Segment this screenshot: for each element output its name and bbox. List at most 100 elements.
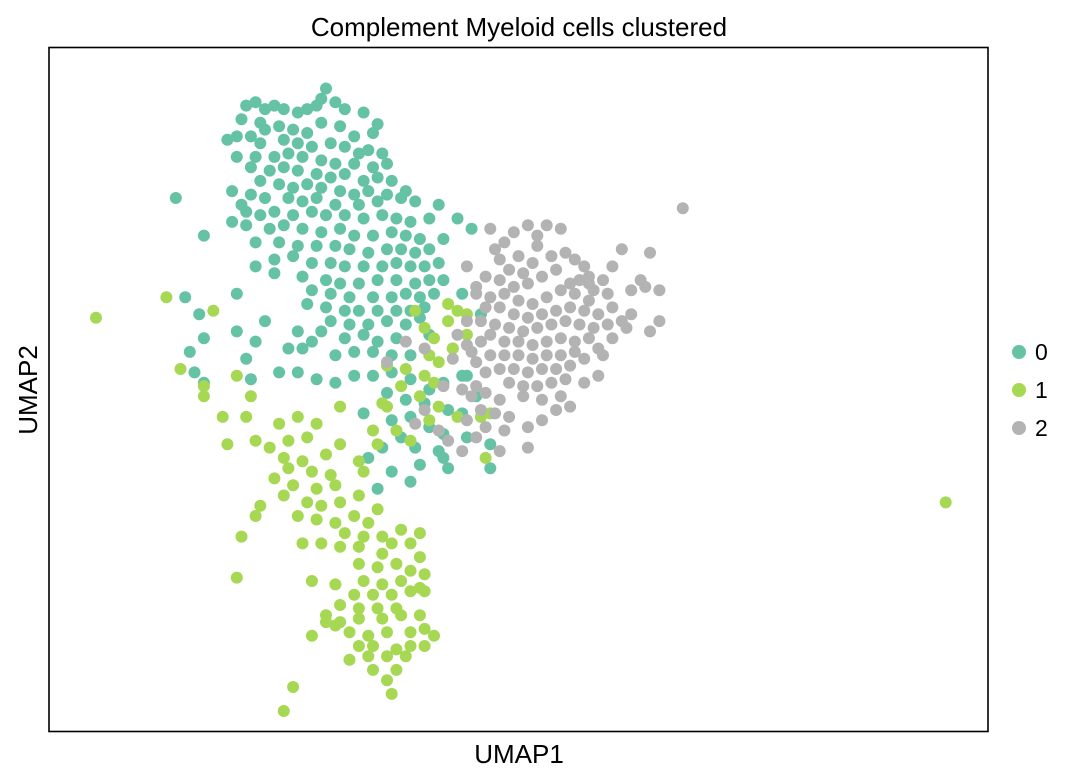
cluster-0-point — [315, 116, 328, 129]
cluster-0-point — [381, 188, 393, 201]
cluster-2-point — [601, 318, 614, 331]
cluster-0-point — [413, 458, 426, 471]
cluster-0-point — [291, 106, 304, 119]
cluster-2-point — [644, 246, 656, 259]
cluster-2-point — [456, 445, 469, 458]
cluster-0-point — [348, 229, 361, 242]
cluster-0-point — [362, 318, 375, 331]
cluster-0-point — [273, 178, 286, 191]
cluster-0-point — [376, 260, 389, 273]
cluster-1-point — [418, 622, 431, 635]
cluster-0-point — [226, 215, 239, 228]
cluster-2-point — [460, 339, 473, 351]
cluster-0-point — [230, 325, 243, 338]
legend-label-2: 2 — [1035, 415, 1048, 441]
cluster-2-point — [550, 363, 563, 375]
cluster-1-point — [352, 489, 365, 502]
cluster-0-point — [371, 335, 384, 348]
cluster-0-point — [310, 239, 323, 252]
cluster-2-point — [634, 274, 647, 287]
cluster-2-point — [578, 352, 591, 365]
cluster-2-point — [554, 390, 567, 403]
cluster-0-point — [305, 205, 318, 218]
cluster-0-point — [432, 257, 445, 269]
cluster-0-point — [352, 198, 365, 211]
cluster-0-point — [343, 243, 356, 256]
cluster-0-point — [273, 366, 286, 379]
cluster-0-point — [390, 304, 403, 317]
cluster-2-point — [536, 270, 548, 283]
cluster-2-point — [465, 390, 478, 403]
cluster-1-point — [230, 369, 243, 382]
cluster-2-point — [446, 352, 459, 365]
cluster-0-point — [338, 209, 351, 222]
cluster-1-point — [240, 410, 253, 423]
cluster-0-point — [183, 345, 196, 358]
cluster-1-point — [367, 663, 379, 676]
cluster-2-point — [554, 222, 567, 235]
cluster-0-point — [371, 482, 384, 495]
cluster-2-point — [554, 284, 567, 297]
cluster-0-point — [399, 185, 412, 198]
cluster-1-point — [357, 465, 370, 478]
cluster-2-point — [554, 332, 567, 345]
cluster-1-point — [390, 663, 403, 676]
cluster-1-point — [160, 291, 173, 304]
cluster-2-point — [498, 424, 511, 437]
cluster-0-point — [371, 195, 384, 208]
cluster-2-point — [526, 352, 539, 365]
cluster-0-point — [296, 150, 309, 163]
cluster-0-point — [240, 219, 253, 232]
cluster-2-point — [644, 325, 656, 338]
cluster-2-point — [521, 441, 534, 454]
cluster-1-point — [334, 400, 347, 413]
cluster-1-point — [418, 568, 431, 581]
cluster-1-point — [418, 585, 431, 598]
cluster-0-point — [315, 325, 328, 338]
cluster-1-point — [460, 328, 473, 341]
cluster-0-point — [334, 120, 347, 133]
cluster-0-point — [329, 198, 342, 211]
legend-marker-2 — [1012, 421, 1026, 435]
cluster-2-point — [521, 421, 534, 434]
cluster-2-point — [536, 414, 548, 427]
legend-marker-1 — [1012, 383, 1026, 397]
cluster-0-point — [442, 462, 455, 475]
cluster-2-point — [554, 349, 567, 362]
cluster-1-point — [404, 564, 417, 577]
cluster-0-point — [352, 277, 365, 290]
cluster-0-point — [291, 325, 304, 338]
cluster-0-point — [305, 257, 318, 269]
cluster-0-point — [367, 161, 379, 174]
cluster-1-point — [385, 588, 398, 601]
cluster-1-point — [371, 438, 384, 451]
cluster-2-point — [545, 376, 558, 389]
cluster-1-point — [385, 687, 398, 700]
cluster-0-point — [413, 291, 426, 304]
cluster-2-point — [498, 349, 511, 362]
cluster-0-point — [352, 304, 365, 317]
cluster-0-point — [367, 229, 379, 242]
cluster-0-point — [301, 103, 314, 116]
cluster-0-point — [371, 304, 384, 317]
cluster-0-point — [254, 209, 267, 222]
cluster-2-point — [517, 380, 530, 393]
cluster-0-point — [320, 82, 332, 95]
cluster-2-point — [606, 332, 619, 345]
cluster-0-point — [352, 147, 365, 160]
cluster-1-point — [352, 557, 365, 570]
cluster-1-point — [296, 455, 309, 468]
cluster-0-point — [282, 147, 295, 160]
cluster-1-point — [334, 496, 347, 509]
cluster-1-point — [329, 619, 342, 632]
cluster-1-point — [301, 431, 314, 444]
cluster-0-point — [371, 118, 384, 131]
cluster-0-point — [268, 253, 281, 266]
cluster-2-point — [484, 328, 497, 341]
cluster-2-point — [536, 393, 548, 406]
cluster-0-point — [357, 212, 370, 225]
cluster-1-point — [390, 643, 403, 656]
cluster-0-point — [329, 349, 342, 362]
cluster-1-point — [287, 479, 300, 492]
cluster-1-point — [216, 410, 229, 423]
